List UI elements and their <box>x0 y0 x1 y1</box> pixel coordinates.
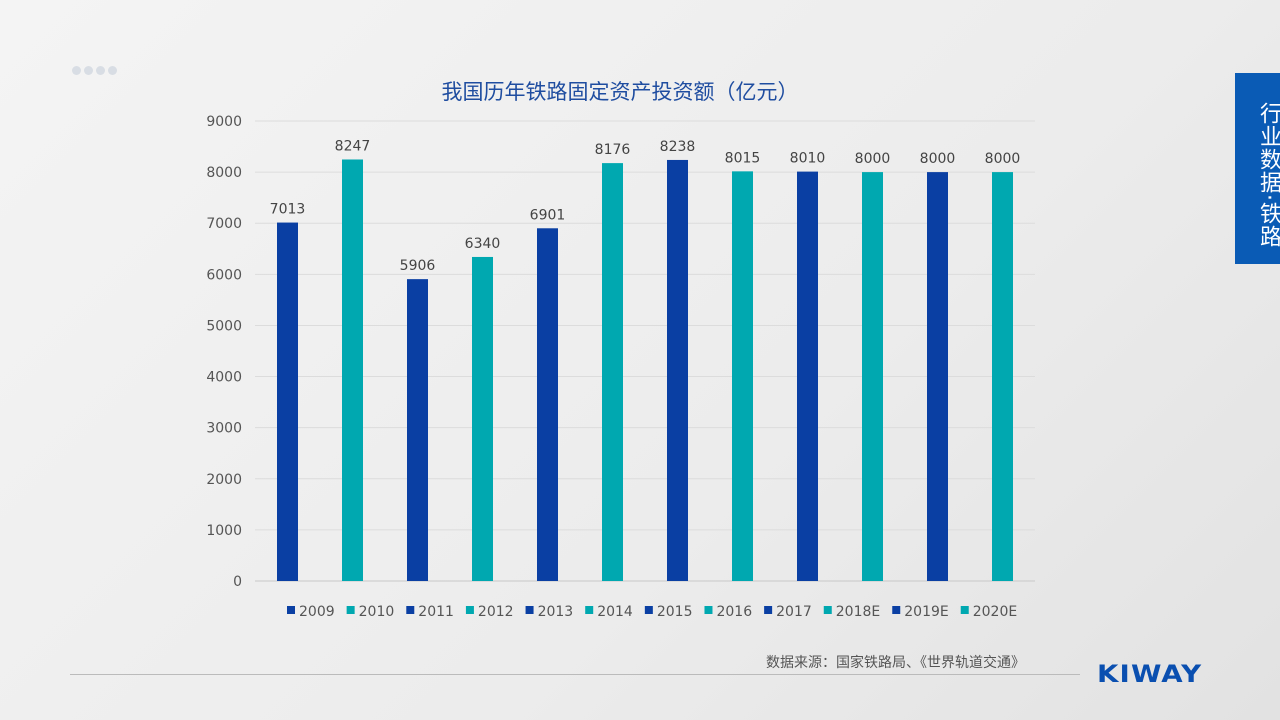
bar <box>602 163 623 582</box>
bar <box>797 171 818 581</box>
data-label: 6901 <box>530 207 566 223</box>
bar <box>277 222 298 581</box>
y-tick-label: 2000 <box>206 472 242 488</box>
bar <box>992 172 1013 581</box>
bar <box>407 279 428 581</box>
legend-label: 2013 <box>538 604 574 620</box>
y-tick-label: 8000 <box>206 165 242 181</box>
legend-label: 2011 <box>418 604 454 620</box>
data-label: 8238 <box>660 139 696 155</box>
legend-label: 2016 <box>716 604 752 620</box>
legend-swatch <box>764 606 773 614</box>
legend-swatch <box>465 606 474 614</box>
legend-swatch <box>406 606 415 614</box>
data-label: 8247 <box>335 138 371 154</box>
bar <box>342 159 363 581</box>
data-label: 6340 <box>465 236 501 252</box>
data-label: 8010 <box>790 151 826 167</box>
footer-divider <box>70 674 1080 675</box>
data-label: 8176 <box>595 142 631 158</box>
y-tick-label: 1000 <box>206 523 242 539</box>
kiway-logo: KIWAY <box>1097 660 1203 688</box>
decorative-dots <box>72 66 117 75</box>
legend-swatch <box>644 606 653 614</box>
y-tick-label: 0 <box>233 574 242 590</box>
y-tick-label: 5000 <box>206 318 242 334</box>
legend-swatch <box>346 606 355 614</box>
y-tick-label: 9000 <box>206 114 242 130</box>
legend-label: 2019E <box>904 604 948 620</box>
y-tick-label: 6000 <box>206 267 242 283</box>
legend-label: 2012 <box>478 604 514 620</box>
bar <box>537 228 558 581</box>
legend-swatch <box>960 606 969 614</box>
legend-label: 2020E <box>973 604 1017 620</box>
section-tab[interactable]: 行业数据·铁路 <box>1235 73 1280 264</box>
legend-swatch <box>892 606 901 614</box>
bar <box>862 172 883 581</box>
bar <box>667 159 688 582</box>
data-label: 5906 <box>400 258 436 274</box>
legend-label: 2009 <box>299 604 335 620</box>
legend-swatch <box>585 606 594 614</box>
y-tick-label: 4000 <box>206 370 242 386</box>
data-label: 8000 <box>985 151 1021 167</box>
legend-swatch <box>287 606 295 614</box>
data-label: 8015 <box>725 150 761 166</box>
legend-label: 2017 <box>776 604 812 620</box>
y-tick-label: 3000 <box>206 421 242 437</box>
legend-swatch <box>525 606 534 614</box>
data-label: 8000 <box>920 151 956 167</box>
legend-label: 2014 <box>597 604 633 620</box>
y-tick-label: 7000 <box>206 216 242 232</box>
legend-swatch <box>823 606 832 614</box>
legend-swatch <box>704 606 713 614</box>
bar <box>732 171 753 581</box>
bar <box>927 172 948 581</box>
legend-label: 2010 <box>359 604 395 620</box>
chart-title: 我国历年铁路固定资产投资额（亿元） <box>441 80 799 104</box>
data-label: 7013 <box>270 202 306 218</box>
legend-label: 2015 <box>657 604 693 620</box>
bar <box>472 256 493 581</box>
legend-label: 2018E <box>836 604 880 620</box>
source-note: 数据来源：国家铁路局、《世界轨道交通》 <box>766 655 1025 671</box>
data-label: 8000 <box>855 151 891 167</box>
